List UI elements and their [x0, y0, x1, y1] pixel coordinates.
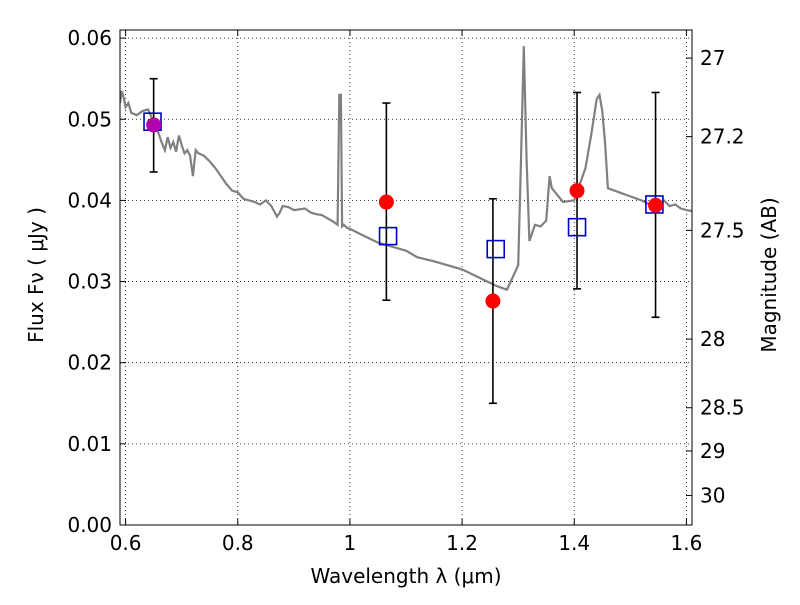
axes: 0.6 0.8 1 1.2 1.4 1.6 0.00 0.01 0.02 0.03 0.04 0.05… — [67, 26, 744, 555]
x-tick-label: 0.6 — [110, 531, 142, 555]
observed-flux-point — [485, 293, 501, 309]
y2-tick-label: 30 — [700, 484, 725, 508]
y-tick-label: 0.06 — [67, 26, 112, 50]
model-band-square — [567, 217, 587, 237]
x-tick-label: 0.8 — [222, 531, 254, 555]
plot-area — [120, 46, 692, 292]
x-axis-label: Wavelength λ (μm) — [310, 564, 501, 588]
observed-flux-point — [569, 183, 585, 199]
y-tick-label: 0.00 — [67, 513, 112, 537]
y2-tick-label: 27.2 — [700, 125, 745, 149]
observed-flux-point — [146, 117, 162, 133]
markers — [143, 77, 664, 405]
observed-flux-point — [648, 197, 664, 213]
x-tick-label: 1 — [344, 531, 357, 555]
grid — [120, 30, 692, 525]
y2-axis-label: Magnitude (AB) — [757, 197, 781, 352]
y2-tick-label: 27.5 — [700, 218, 745, 242]
plot-frame — [119, 29, 693, 526]
y2-tick-label: 28.5 — [700, 396, 745, 420]
y-tick-label: 0.02 — [67, 351, 112, 375]
x-tick-label: 1.4 — [558, 531, 590, 555]
x-tick-label: 1.6 — [670, 531, 702, 555]
y2-tick-label: 29 — [700, 439, 725, 463]
y2-tick-label: 27 — [700, 46, 725, 70]
y-tick-label: 0.03 — [67, 270, 112, 294]
observed-flux-point — [378, 194, 394, 210]
y-tick-label: 0.01 — [67, 432, 112, 456]
y-axis-label: Flux Fν ( μJy ) — [24, 207, 48, 343]
y-tick-label: 0.05 — [67, 107, 112, 131]
model-band-square — [378, 226, 398, 246]
model-spectrum-line — [120, 46, 692, 292]
y-tick-label: 0.04 — [67, 188, 112, 212]
x-tick-label: 1.2 — [446, 531, 478, 555]
model-band-square — [486, 239, 506, 259]
y2-tick-label: 28 — [700, 327, 725, 351]
